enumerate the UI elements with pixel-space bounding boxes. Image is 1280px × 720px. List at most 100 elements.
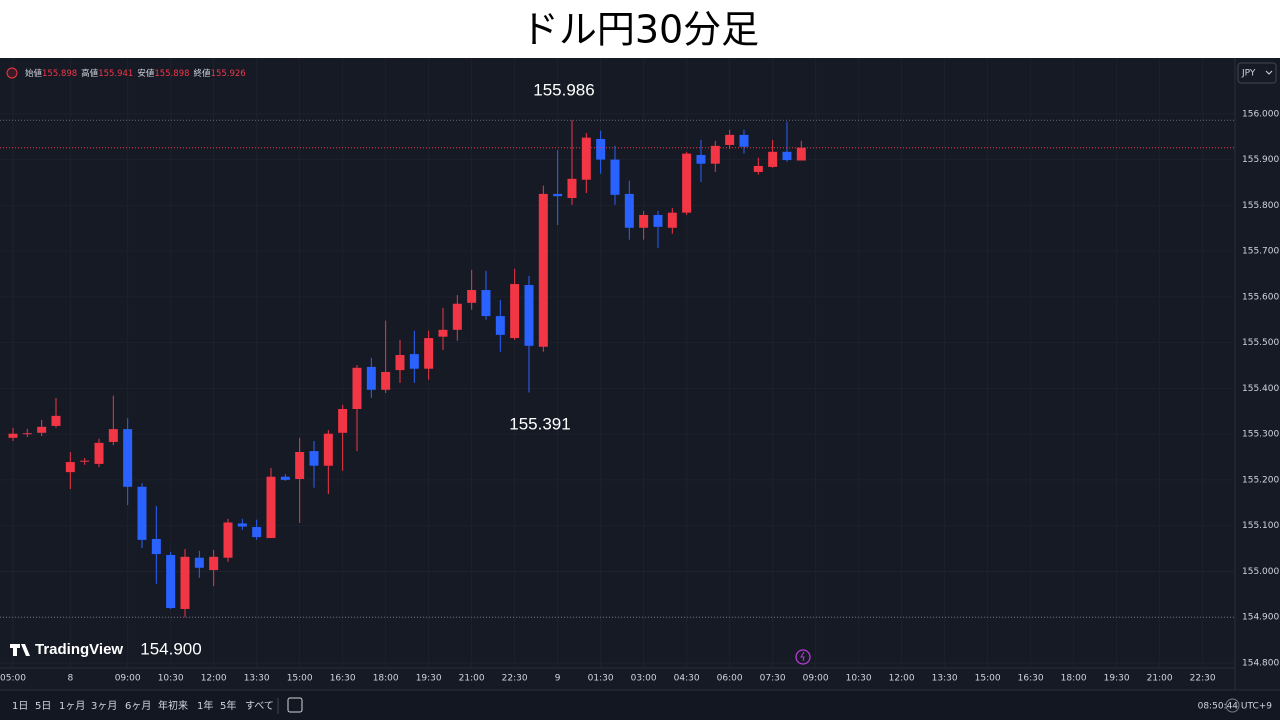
y-tick-label: 155.800 <box>1242 201 1279 211</box>
candle-body <box>639 214 649 228</box>
x-tick-label: 10:30 <box>846 674 872 684</box>
candle-body <box>180 556 190 609</box>
ohlc-name: 始値 <box>25 68 43 79</box>
ohlc-name: 安値 <box>137 68 155 79</box>
candle-body <box>682 153 692 213</box>
y-tick-label: 154.800 <box>1242 658 1279 668</box>
x-tick-label: 09:00 <box>115 674 141 684</box>
x-tick-label: 22:30 <box>1190 674 1216 684</box>
candle-body <box>782 151 792 161</box>
clock: 08:50:44 UTC+9 <box>1198 702 1273 712</box>
candle-body <box>323 433 333 466</box>
candle-body <box>739 134 749 147</box>
candle-body <box>610 159 620 195</box>
candle-body <box>395 354 405 371</box>
candle-body <box>65 462 75 473</box>
candle-body <box>223 522 233 558</box>
currency-button[interactable] <box>1237 62 1277 84</box>
x-tick-label: 18:00 <box>373 674 399 684</box>
candle-body <box>352 367 362 409</box>
range-button[interactable]: 5年 <box>220 699 236 712</box>
x-tick-label: 21:00 <box>459 674 485 684</box>
x-tick-label: 06:00 <box>717 674 743 684</box>
candle-body <box>796 147 806 161</box>
price-annotation: 155.986 <box>533 80 594 99</box>
range-button[interactable]: 1ヶ月 <box>59 700 85 712</box>
price-annotation: 155.391 <box>509 414 570 433</box>
candle-body <box>667 212 677 228</box>
symbol-icon <box>6 67 18 79</box>
candle-body <box>710 145 720 164</box>
range-button[interactable]: 1年 <box>197 699 213 712</box>
y-tick-label: 155.000 <box>1242 567 1279 577</box>
date-range-icon[interactable] <box>287 697 303 713</box>
layer: 05:00 8 09:00 10:30 12:00 13:30 15:00 16:30 18:0… <box>0 58 1279 684</box>
candle-body <box>209 556 219 571</box>
x-tick-label: 19:30 <box>1104 674 1130 684</box>
candle-body <box>653 214 663 227</box>
x-tick-label: 01:30 <box>588 674 614 684</box>
ohlc-name: 終値 <box>194 68 212 79</box>
alert-bolt <box>800 651 805 662</box>
toolbar-background <box>0 690 1280 720</box>
x-tick-label: 04:30 <box>674 674 700 684</box>
range-button[interactable]: 5日 <box>35 701 51 712</box>
y-tick-label: 155.700 <box>1242 247 1279 257</box>
ohlc-header: 始値155.898 高値155.941 安値155.898 終値155.926 <box>25 68 246 79</box>
range-button[interactable]: 1日 <box>12 701 28 712</box>
candle-body <box>409 354 419 369</box>
ohlc-value: 155.898 <box>42 69 77 79</box>
chart-title: ドル円30分足 <box>521 8 759 52</box>
candle-body <box>581 137 591 180</box>
candle-body <box>366 366 376 390</box>
candle-body <box>768 151 778 167</box>
candle-body <box>467 290 477 303</box>
candle-body <box>151 538 161 555</box>
ohlc-name: 高値 <box>81 68 99 79</box>
candle-body <box>696 155 706 164</box>
candle-body <box>381 371 391 390</box>
x-tick-label: 10:30 <box>158 674 184 684</box>
x-tick-label: 09:00 <box>803 674 829 684</box>
currency-arrow <box>1265 70 1273 75</box>
brand-name: TradingView <box>35 641 123 658</box>
x-tick-label: 12:00 <box>201 674 227 684</box>
ohlc-value: 155.898 <box>154 69 189 79</box>
candle-body <box>338 408 348 433</box>
candle-body <box>495 316 505 335</box>
y-tick-label: 154.900 <box>1242 613 1279 623</box>
range-button[interactable]: すべて <box>245 700 274 712</box>
ohlc-value: 155.941 <box>98 69 133 79</box>
candle-body <box>94 442 104 464</box>
x-tick-label: 19:30 <box>416 674 442 684</box>
y-tick-label: 155.200 <box>1242 475 1279 485</box>
candle-body <box>266 476 276 539</box>
y-tick-label: 155.100 <box>1242 521 1279 531</box>
currency-label: JPY <box>1241 69 1256 79</box>
plot-background <box>0 58 1280 690</box>
settings-icon[interactable] <box>1225 698 1240 713</box>
candle-body <box>194 557 204 568</box>
x-tick-label: 18:00 <box>1061 674 1087 684</box>
candle-body <box>538 193 548 347</box>
x-tick-label: 22:30 <box>502 674 528 684</box>
x-tick-label: 21:00 <box>1147 674 1173 684</box>
candle-body <box>624 193 634 228</box>
alert-icon[interactable] <box>795 649 811 665</box>
candle-body <box>108 429 118 442</box>
x-tick-label: 03:00 <box>631 674 657 684</box>
logo-mark <box>10 644 30 656</box>
candle-body <box>22 433 32 435</box>
candle-body <box>37 426 47 433</box>
candle-body <box>725 134 735 145</box>
candle-body <box>80 460 90 462</box>
range-button[interactable]: 年初来 <box>158 699 188 712</box>
y-tick-label: 155.500 <box>1242 338 1279 348</box>
candle-body <box>123 429 133 487</box>
range-button[interactable]: 3ヶ月 <box>91 700 117 712</box>
title-band <box>0 0 1280 58</box>
candle-body <box>252 527 262 538</box>
brand-logo <box>10 644 30 656</box>
range-button[interactable]: 6ヶ月 <box>125 700 151 712</box>
